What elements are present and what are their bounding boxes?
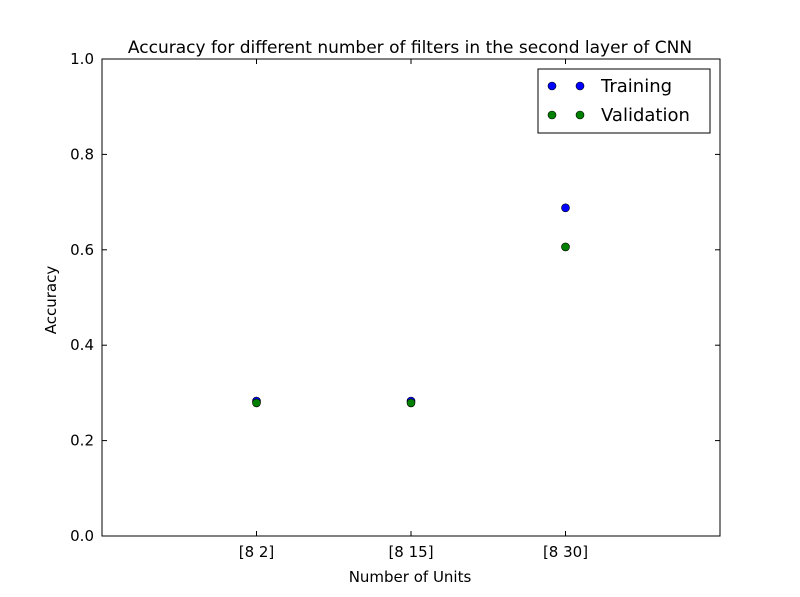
legend: Training Validation [537, 68, 711, 134]
legend-marker-training [547, 81, 557, 91]
legend-marker-validation [547, 110, 557, 120]
y-axis: 0.0 0.2 0.4 0.6 0.8 1.0 [70, 50, 720, 545]
y-tick-label: 0.0 [70, 527, 94, 545]
x-tick-label: [8 30] [543, 543, 588, 561]
data-points [252, 203, 570, 408]
x-axis-label: Number of Units [349, 568, 472, 586]
point-validation [406, 398, 416, 408]
point-training [561, 203, 570, 213]
y-tick-label: 0.2 [70, 432, 94, 450]
y-tick-label: 0.8 [70, 145, 94, 163]
y-tick-label: 0.4 [70, 336, 94, 354]
point-validation [252, 398, 261, 408]
legend-marker-validation [575, 110, 585, 120]
legend-box [537, 68, 711, 134]
x-tick-label: [8 2] [239, 543, 275, 561]
y-tick-label: 0.6 [70, 241, 94, 259]
legend-label-training: Training [600, 76, 672, 97]
legend-marker-training [575, 81, 585, 91]
chart-title: Accuracy for different number of filters… [128, 38, 692, 58]
plot-area [101, 58, 721, 537]
x-tick-label: [8 15] [388, 543, 433, 561]
point-validation [561, 242, 570, 252]
y-tick-label: 1.0 [70, 50, 94, 68]
legend-label-validation: Validation [601, 105, 690, 126]
y-axis-label: Accuracy [42, 266, 60, 335]
x-axis: [8 2] [8 15] [8 30] [239, 59, 588, 561]
